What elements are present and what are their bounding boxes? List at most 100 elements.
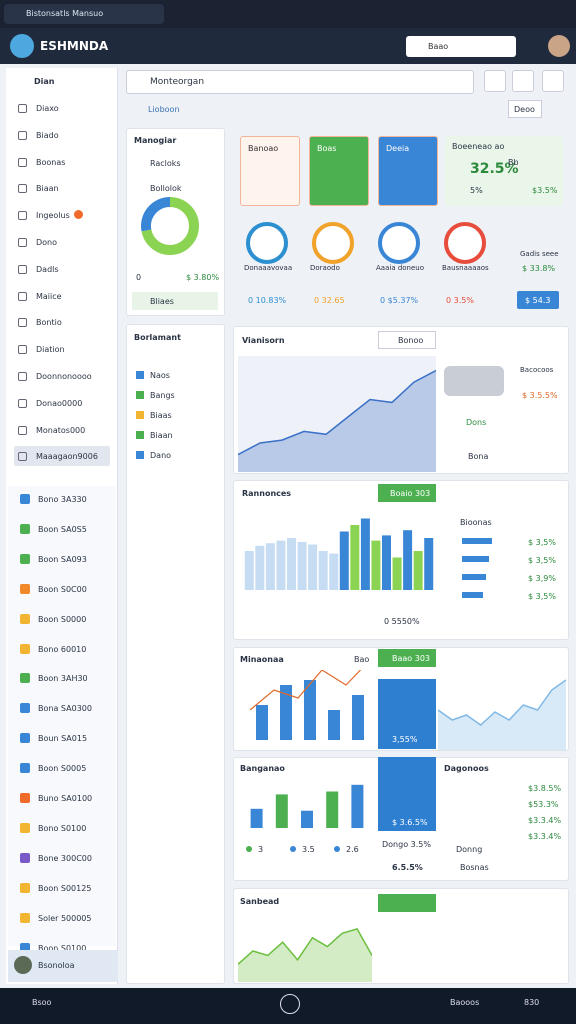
- account-item[interactable]: Boun SA015: [38, 734, 88, 744]
- account-item[interactable]: Boon SA0S5: [38, 524, 87, 534]
- line: [238, 369, 436, 456]
- account-icon: [20, 523, 30, 534]
- ranking-row-bar: [462, 556, 489, 562]
- nav-icon: [18, 264, 27, 274]
- account-item[interactable]: Soler 500005: [38, 913, 92, 923]
- home-button[interactable]: [280, 994, 300, 1014]
- tool-button[interactable]: [542, 70, 564, 92]
- gauge-value: 0 10.83%: [248, 296, 287, 305]
- tool-button[interactable]: [484, 70, 506, 92]
- gauge-side-button-text: $ 54.3: [525, 296, 551, 305]
- account-icon: [20, 793, 30, 803]
- nav-item[interactable]: Diation: [36, 345, 65, 355]
- map: [444, 366, 504, 396]
- legend-text: 2.6: [346, 845, 359, 854]
- account-item[interactable]: Boon S0005: [38, 764, 87, 774]
- nav-item[interactable]: Diaxo: [36, 104, 59, 113]
- nav-icon: [18, 398, 27, 408]
- nav-item[interactable]: Monatos000: [36, 425, 86, 435]
- user-name[interactable]: Bsonoloa: [38, 961, 75, 970]
- ranking-button[interactable]: [378, 484, 436, 502]
- kpi-summary-a: 5%: [470, 186, 483, 195]
- manager-item[interactable]: Racloks: [150, 159, 181, 168]
- ranking-row: $ 3,5%: [528, 538, 556, 547]
- nav-item[interactable]: Biaan: [36, 184, 59, 194]
- traffic-button[interactable]: [378, 331, 436, 349]
- account-item[interactable]: Bona SA0300: [38, 704, 92, 714]
- traffic-legend-value: $ 3.5.5%: [522, 391, 558, 400]
- segments-row: $3.3.4%: [528, 816, 562, 825]
- account-item[interactable]: Bono S0100: [38, 823, 87, 833]
- search-box[interactable]: [126, 70, 474, 94]
- legend-text: 3: [258, 845, 264, 854]
- account-item[interactable]: Bono 60010: [38, 644, 87, 654]
- doc-item[interactable]: Biaas: [150, 411, 172, 420]
- segments-footer: Donng: [456, 845, 483, 854]
- account-item[interactable]: Boon S0100: [38, 943, 87, 953]
- breadcrumb[interactable]: Lioboon: [148, 105, 180, 114]
- doc-item[interactable]: Dano: [150, 451, 172, 460]
- legend-dot: [290, 846, 296, 852]
- bar: [424, 538, 434, 590]
- nav-item[interactable]: Ingeolus: [36, 211, 70, 221]
- doc-item[interactable]: Naos: [150, 371, 170, 380]
- chart: [244, 518, 434, 590]
- nav-item[interactable]: Boonas: [36, 157, 66, 167]
- account-item[interactable]: Boon S00125: [38, 883, 92, 893]
- summary-button[interactable]: [378, 894, 436, 912]
- gauge: [246, 222, 288, 264]
- bar: [265, 543, 275, 590]
- task-item[interactable]: Bsoo: [32, 998, 52, 1007]
- nav-item[interactable]: Dadls: [36, 264, 59, 274]
- nav-item[interactable]: Maaagaon9006: [36, 452, 98, 462]
- account-icon: [20, 733, 30, 744]
- tool-button[interactable]: [512, 70, 534, 92]
- account-item[interactable]: Boon 3AH30: [38, 674, 88, 684]
- account-icon: [20, 942, 30, 953]
- monthly-button[interactable]: [378, 649, 436, 667]
- header-search[interactable]: [406, 36, 516, 57]
- doc-icon: [136, 431, 144, 439]
- nav-item[interactable]: Maiice: [36, 291, 62, 301]
- ranking-row: $ 3,5%: [528, 592, 556, 601]
- sidebar-title: Dian: [34, 77, 55, 86]
- nav-item[interactable]: Dono: [36, 238, 58, 247]
- nav-item[interactable]: Biado: [36, 130, 59, 140]
- segments-footer: Bosnas: [460, 863, 489, 872]
- account-item[interactable]: Bone 300C00: [38, 853, 92, 863]
- manager-stat: $ 3.80%: [186, 273, 220, 282]
- nav-item[interactable]: Donao0000: [36, 398, 83, 408]
- task-item[interactable]: 830: [524, 998, 540, 1007]
- nav-icon: [18, 104, 27, 113]
- account-icon: [20, 703, 30, 714]
- nav-item[interactable]: Doonnonoooo: [36, 372, 92, 381]
- bar: [308, 544, 318, 590]
- account-item[interactable]: Boon SA093: [38, 554, 87, 564]
- doc-item[interactable]: Bangs: [150, 391, 175, 400]
- traffic-legend: Bacocoos: [520, 366, 554, 374]
- account-icon: [20, 852, 30, 863]
- nav-item[interactable]: Bontio: [36, 318, 62, 328]
- bar: [371, 540, 381, 590]
- tab: [4, 4, 164, 24]
- account-item[interactable]: Buno SA0100: [38, 794, 93, 803]
- manager-item[interactable]: Bollolok: [150, 184, 182, 193]
- gauge-side-button[interactable]: [517, 291, 559, 309]
- account-item[interactable]: Boon S0000: [38, 614, 87, 624]
- account-item[interactable]: Boon S0C00: [38, 584, 87, 594]
- nav-selected: [14, 446, 110, 467]
- nav-icon: [18, 425, 27, 435]
- account-icon: [20, 553, 30, 564]
- nav-icon: [18, 211, 27, 221]
- legend-text: 3.5: [302, 845, 315, 854]
- filter-button[interactable]: [508, 100, 542, 118]
- manager-button[interactable]: [132, 292, 218, 310]
- traffic-action[interactable]: Dons: [466, 418, 487, 427]
- account-item[interactable]: Bono 3A330: [38, 495, 87, 504]
- gauge: [312, 222, 354, 264]
- doc-item[interactable]: Biaan: [150, 431, 173, 440]
- gauge: [444, 222, 486, 264]
- task-item[interactable]: Baooos: [450, 998, 480, 1007]
- gauge-value: 0 $5.37%: [380, 296, 419, 305]
